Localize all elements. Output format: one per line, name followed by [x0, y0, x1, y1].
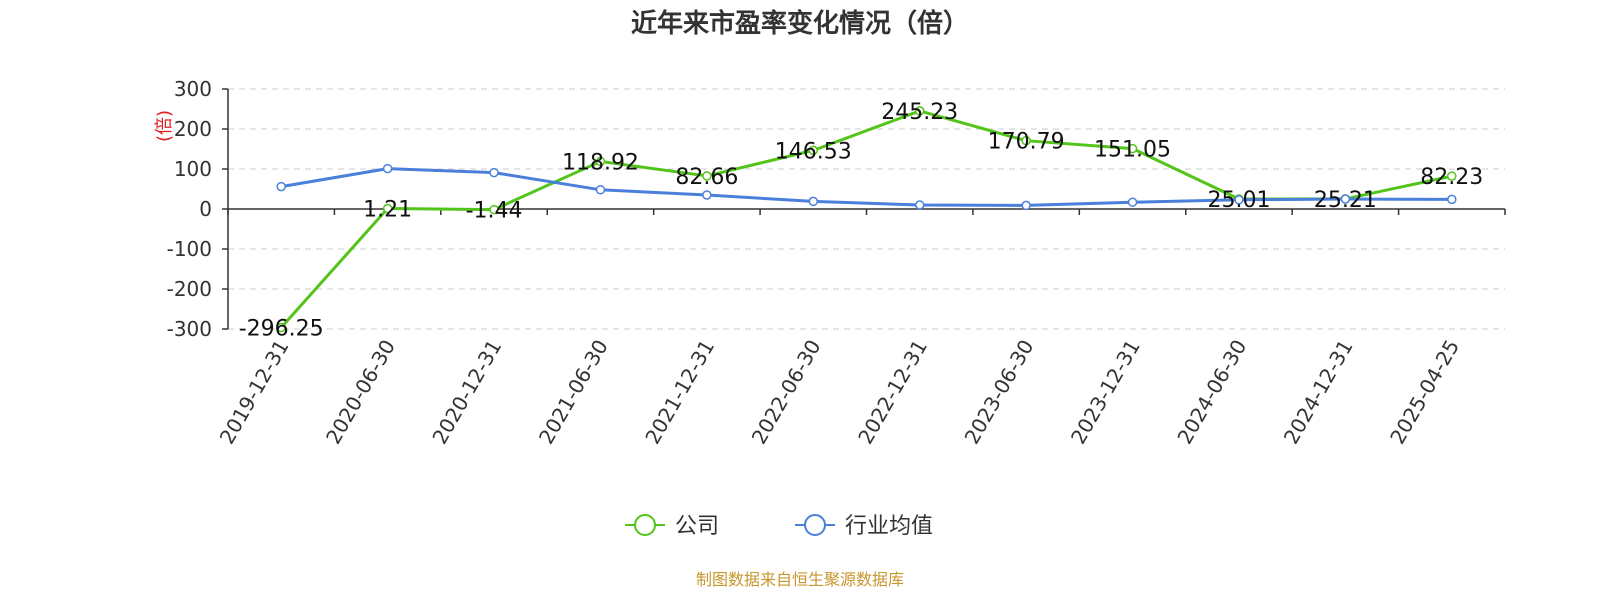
x-tick-label: 2021-06-30 — [534, 336, 613, 449]
data-label: 1.21 — [363, 198, 412, 223]
series-point — [1021, 135, 1031, 146]
x-tick-label: 2024-12-31 — [1279, 336, 1358, 449]
series-0 — [276, 106, 1457, 333]
x-tick-label: 2023-06-30 — [960, 336, 1039, 449]
legend-item-0: 公司 — [625, 514, 719, 539]
y-tick-label: -200 — [167, 277, 212, 301]
chart-title: 近年来市盈率变化情况（倍） — [631, 8, 969, 39]
series-point — [808, 196, 819, 207]
series-point — [1127, 197, 1138, 207]
x-tick-label: 2020-06-30 — [321, 336, 400, 449]
series-point — [914, 106, 925, 116]
y-tick-label: 100 — [174, 157, 212, 181]
series-point — [595, 185, 606, 195]
series-point — [1447, 171, 1457, 181]
data-label: -1.44 — [466, 199, 523, 224]
legend: 公司 行业均值 — [625, 514, 933, 539]
x-tick-label: 2021-12-31 — [640, 336, 719, 449]
series-point — [808, 145, 819, 156]
x-tick-label: 2022-12-31 — [853, 335, 932, 448]
data-label: -296.25 — [239, 317, 324, 342]
series-point — [1127, 143, 1138, 154]
data-label: 146.53 — [775, 139, 852, 164]
series-point — [1234, 195, 1244, 205]
legend-label: 行业均值 — [845, 514, 933, 539]
series-1 — [276, 163, 1457, 211]
legend-marker-circle — [804, 514, 826, 536]
series-point — [382, 203, 393, 214]
data-label: 245.23 — [881, 100, 958, 125]
y-tick-label: 200 — [174, 117, 212, 141]
legend-item-1: 行业均值 — [795, 514, 933, 539]
y-tick-label: 300 — [174, 77, 212, 101]
series-point — [382, 163, 393, 174]
y-axis-unit-label: (倍) — [154, 110, 175, 142]
data-label: 25.01 — [1207, 188, 1270, 213]
x-tick-label: 2023-12-31 — [1066, 336, 1145, 449]
grid-lines — [228, 88, 1505, 330]
x-tick-label: 2024-06-30 — [1172, 336, 1251, 449]
data-label: 118.92 — [562, 150, 639, 175]
x-tick-label: 2022-06-30 — [747, 336, 826, 449]
series-point — [595, 156, 606, 167]
series-point — [489, 167, 499, 178]
data-label: 82.23 — [1420, 165, 1483, 190]
series-point — [489, 204, 499, 215]
source-note: 制图数据来自恒生聚源数据库 — [696, 570, 904, 589]
series-point — [914, 200, 925, 210]
y-tick-label: 0 — [199, 197, 212, 221]
series-point — [702, 171, 712, 181]
series-line — [280, 109, 1453, 329]
data-label: 82.66 — [675, 165, 738, 190]
series-point — [1447, 194, 1457, 205]
x-tick-label: 2025-04-25 — [1385, 336, 1464, 449]
legend-label: 公司 — [675, 514, 719, 539]
data-labels: -296.25 1.21 -1.44 118.92 82.66 146.53 245.23 1… — [239, 100, 1484, 342]
series-line — [280, 167, 1452, 207]
y-tick-label: -100 — [167, 237, 212, 261]
x-tick-label: 2020-12-31 — [427, 335, 506, 448]
series-point — [276, 322, 286, 333]
series-lines — [276, 106, 1457, 333]
data-label: 170.79 — [988, 130, 1065, 155]
series-point — [276, 181, 286, 192]
legend-marker-circle — [634, 514, 656, 536]
data-label: 151.05 — [1094, 138, 1171, 163]
x-tick-label: 2019-12-31 — [215, 336, 294, 449]
series-point — [1340, 194, 1351, 204]
series-point — [702, 190, 712, 200]
data-label: 25.21 — [1314, 188, 1377, 213]
y-tick-label: -300 — [167, 317, 212, 341]
series-point — [1021, 200, 1031, 211]
